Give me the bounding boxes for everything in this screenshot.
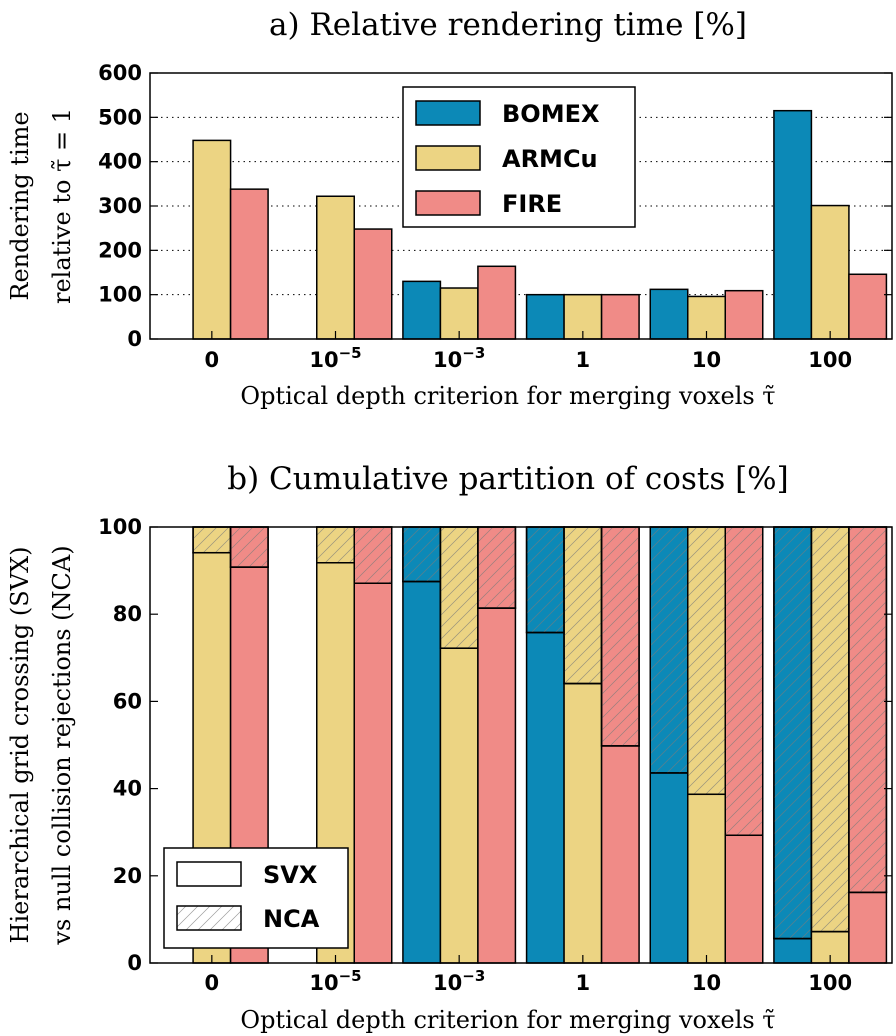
bar-b-svx-bomex-5: [773, 937, 813, 964]
panel-b-xtick-label: 1: [576, 971, 591, 995]
bar-b-nca-hatch-armcu-5: [810, 526, 850, 933]
panel-a-bars: [192, 109, 888, 340]
bar-b-nca-hatch-fire-2: [477, 526, 517, 609]
panel-b-ytick-label: 80: [113, 602, 142, 626]
bar-b-nca-hatch-fire-0: [229, 526, 269, 568]
bar-a-bomex-4: [649, 288, 689, 340]
panel-b-bars: [192, 526, 888, 964]
bar-b-svx-armcu-4: [687, 793, 726, 964]
panel-a-ytick-label: 600: [98, 61, 142, 85]
bar-a-fire-1: [353, 228, 393, 340]
legend-swatch-nca: [176, 905, 242, 931]
panel-b-xtick-label: 10: [692, 971, 721, 995]
bar-a-armcu-5: [810, 204, 850, 340]
bar-b-svx-bomex-3: [525, 631, 565, 964]
panel-b-xlabel: Optical depth criterion for merging voxe…: [240, 1006, 775, 1034]
panel-a-xlabel: Optical depth criterion for merging voxe…: [240, 382, 775, 410]
panel-b-ytick-label: 0: [127, 951, 142, 975]
legend-label-armcu: ARMCu: [502, 145, 598, 173]
panel-a-xtick-label: 10: [692, 348, 721, 372]
panel-a-xtick-label: 100: [808, 348, 852, 372]
panel-a-xtick-label: 10−3: [433, 344, 485, 372]
panel-a-ylabel-line1: Rendering time: [6, 111, 34, 300]
bar-b-nca-hatch-fire-4: [724, 526, 764, 837]
panel-b-ytick-label: 20: [113, 864, 142, 888]
bar-b-nca-hatch-fire-1: [353, 526, 393, 584]
bar-b-nca-hatch-bomex-2: [402, 526, 442, 583]
bar-b-svx-fire-2: [477, 607, 517, 964]
bar-a-bomex-2: [402, 280, 442, 340]
panel-a-ytick-label: 100: [98, 283, 142, 307]
bar-a-fire-2: [477, 265, 517, 340]
bar-b-svx-armcu-2: [439, 647, 479, 964]
panel-b-xtick-label: 100: [808, 971, 852, 995]
bar-b-nca-hatch-bomex-5: [773, 526, 813, 940]
panel-a-ytick-label: 300: [98, 194, 142, 218]
bar-a-armcu-0: [192, 139, 232, 340]
legend-label-nca: NCA: [263, 905, 320, 933]
panel-b-ytick-label: 60: [113, 689, 142, 713]
panel-a-xtick-label: 10−5: [309, 344, 361, 372]
legend-swatch-svx: [176, 861, 242, 887]
bar-b-nca-hatch-bomex-4: [649, 526, 689, 774]
panel-b-ylabel-line1: Hierarchical grid crossing (SVX): [6, 547, 34, 944]
bar-a-fire-0: [229, 188, 269, 340]
bar-a-bomex-3: [525, 293, 565, 340]
bar-b-svx-bomex-2: [402, 580, 442, 964]
bar-b-svx-fire-5: [848, 891, 888, 964]
bar-b-svx-bomex-4: [649, 772, 689, 964]
panel-a: a) Relative rendering time [%] 010020030…: [6, 7, 893, 410]
panel-a-ytick-label: 0: [127, 327, 142, 351]
bar-b-svx-fire-3: [600, 745, 640, 964]
bar-a-fire-5: [848, 273, 888, 340]
panel-a-ytick-label: 200: [98, 238, 142, 262]
bar-a-armcu-1: [316, 195, 355, 340]
panel-b-y-ticks: 0 20 40 60 80 100: [98, 515, 892, 975]
panel-b-ytick-label: 100: [98, 515, 142, 539]
panel-b-frame: [149, 526, 893, 964]
bar-b-nca-hatch-armcu-0: [192, 526, 232, 554]
panel-b-xtick-label: 10−5: [309, 967, 361, 995]
bar-b-nca-hatch-fire-3: [600, 526, 640, 747]
bar-b-nca-hatch-fire-5: [848, 526, 888, 894]
bar-b-nca-hatch-armcu-2: [439, 526, 479, 649]
bar-a-fire-3: [600, 293, 640, 340]
legend-label-svx: SVX: [263, 861, 318, 889]
bar-b-nca-hatch-armcu-3: [563, 526, 603, 685]
legend-label-fire: FIRE: [502, 190, 562, 218]
panel-b-xtick-label: 0: [205, 971, 220, 995]
panel-b-legend: SVX NCA: [163, 847, 349, 949]
bar-b-svx-fire-1: [353, 582, 393, 964]
bar-b-svx-armcu-3: [563, 682, 603, 964]
bar-a-bomex-5: [773, 109, 813, 340]
panel-a-xtick-label: 1: [576, 348, 591, 372]
legend-swatch-armcu: [415, 145, 481, 171]
legend-label-bomex: BOMEX: [502, 100, 600, 128]
panel-a-ytick-label: 400: [98, 150, 142, 174]
bar-b-nca-hatch-armcu-1: [316, 526, 355, 564]
panel-a-y-ticks: 0 100 200 300 400 500 600: [98, 61, 892, 351]
panel-a-legend: BOMEX ARMCu FIRE: [402, 86, 636, 228]
panel-a-xtick-label: 0: [205, 348, 220, 372]
panel-b-ytick-label: 40: [113, 777, 142, 801]
legend-swatch-fire: [415, 190, 481, 216]
bar-b-nca-hatch-bomex-3: [525, 526, 565, 634]
bar-a-fire-4: [724, 289, 764, 340]
bar-b-nca-hatch-armcu-4: [687, 526, 726, 796]
panel-a-title: a) Relative rendering time [%]: [269, 7, 747, 43]
panel-a-ytick-label: 500: [98, 105, 142, 129]
panel-b-title: b) Cumulative partition of costs [%]: [227, 461, 788, 497]
panel-a-ylabel-line2: relative to τ̃ = 1: [48, 108, 76, 304]
panel-b-xtick-label: 10−3: [433, 967, 485, 995]
bar-b-svx-fire-4: [724, 834, 764, 964]
legend-swatch-bomex: [415, 100, 481, 126]
panel-b-ylabel-line2: vs null collision rejections (NCA): [48, 545, 76, 945]
bar-a-armcu-2: [439, 287, 479, 340]
panel-b: b) Cumulative partition of costs [%] 0 20…: [6, 461, 893, 1034]
